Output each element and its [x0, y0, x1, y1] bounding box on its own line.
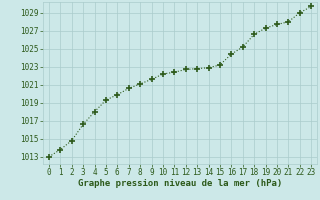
X-axis label: Graphe pression niveau de la mer (hPa): Graphe pression niveau de la mer (hPa) — [78, 179, 282, 188]
